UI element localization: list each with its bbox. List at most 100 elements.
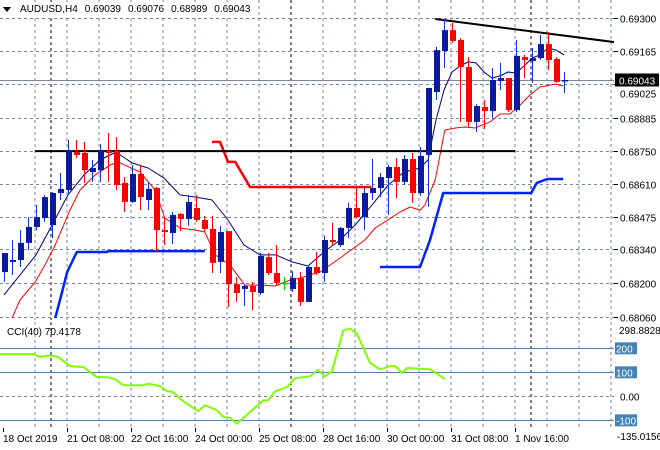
price-tick-label: 0.69025 [620, 90, 657, 101]
candle [98, 144, 104, 182]
candle-body [266, 257, 272, 274]
candle-body [474, 106, 480, 122]
candle-body [162, 230, 168, 233]
slow-moving-average-line [11, 83, 564, 319]
candle [202, 215, 208, 233]
header-symbol: AUDUSD,H4 [20, 3, 78, 15]
time-axis-label: 1 Nov 16:00 [515, 434, 569, 445]
candle-body [186, 201, 192, 220]
candle [378, 173, 384, 198]
candle-body [394, 166, 400, 182]
candle-body [194, 207, 200, 220]
cci-level-label: 0.00 [620, 392, 640, 403]
cci-level-badge [615, 366, 637, 379]
candle-body [498, 78, 504, 81]
candle [450, 22, 456, 43]
chart-header: AUDUSD,H4 0.69039 0.69076 0.68989 0.6904… [3, 2, 255, 16]
candle [114, 137, 120, 191]
candle [178, 213, 184, 232]
candle [394, 158, 400, 199]
candle [58, 173, 64, 200]
candle-body [258, 255, 264, 294]
candle-body [434, 50, 440, 93]
cci-line [0, 327, 446, 425]
candle [554, 57, 560, 83]
candle-body [10, 260, 16, 262]
candle-body [554, 59, 560, 82]
candle [218, 226, 224, 274]
candle [258, 253, 264, 295]
candle-body [490, 80, 496, 112]
candle [354, 187, 360, 219]
candle-body [418, 155, 424, 194]
candle-body [362, 193, 368, 218]
support-step-line [53, 249, 205, 319]
candle [34, 205, 40, 231]
price-tick-label: 0.68200 [620, 280, 657, 291]
candle [138, 165, 144, 211]
candle-body [522, 57, 528, 60]
candle [10, 240, 16, 275]
candle-body [42, 197, 48, 219]
candle [434, 46, 440, 100]
candle [250, 281, 256, 311]
candle-body [450, 30, 456, 41]
candle-body [466, 66, 472, 122]
candle-body [386, 166, 392, 179]
candle [386, 165, 392, 215]
cci-level-label: -100 [616, 416, 636, 427]
price-tick-label: 0.68060 [620, 314, 657, 325]
candle [26, 217, 32, 251]
candle [186, 194, 192, 227]
candle [506, 78, 512, 113]
candle [74, 140, 80, 159]
grid [0, 0, 618, 428]
candle-body [250, 286, 256, 293]
candle-body [378, 177, 384, 188]
candle [330, 222, 336, 246]
candle-body [82, 153, 88, 171]
candle-body [26, 226, 32, 243]
candle-body [290, 278, 296, 289]
candle [362, 187, 368, 231]
candle [82, 141, 88, 183]
candle-body [242, 286, 248, 289]
candle-body [322, 240, 328, 274]
candle-body [138, 173, 144, 198]
candle-body [346, 207, 352, 228]
candle-body [330, 240, 336, 242]
resistance-step-line [212, 140, 372, 189]
candle-body [314, 266, 320, 274]
candle-body [98, 151, 104, 171]
candle [562, 72, 568, 94]
price-tick-label: 0.68475 [620, 214, 657, 225]
candle-body [90, 167, 96, 173]
candle [474, 104, 480, 133]
candle-body [482, 106, 488, 112]
candle-body [426, 87, 432, 155]
candle [290, 271, 296, 293]
candle [346, 202, 352, 239]
header-low: 0.68989 [171, 3, 208, 15]
candle-body [50, 193, 56, 226]
candle-body [234, 284, 240, 294]
candle [442, 19, 448, 68]
candle [66, 140, 72, 195]
candle [482, 100, 488, 129]
candle [370, 159, 376, 200]
candle [522, 54, 528, 79]
candle [306, 265, 312, 302]
header-open: 0.69039 [84, 3, 121, 15]
cci-plot [0, 327, 446, 425]
triangle-down-icon[interactable] [3, 6, 11, 12]
cci-level-badge [615, 414, 637, 427]
time-axis-label: 21 Oct 08:00 [67, 434, 125, 445]
candle [530, 47, 536, 83]
cci-title: CCI(40) 70.4178 [7, 327, 81, 338]
current-price-label: 0.69043 [619, 77, 656, 88]
support-step-line [380, 177, 564, 269]
candle-body [514, 55, 520, 111]
header-high: 0.69076 [127, 3, 165, 15]
